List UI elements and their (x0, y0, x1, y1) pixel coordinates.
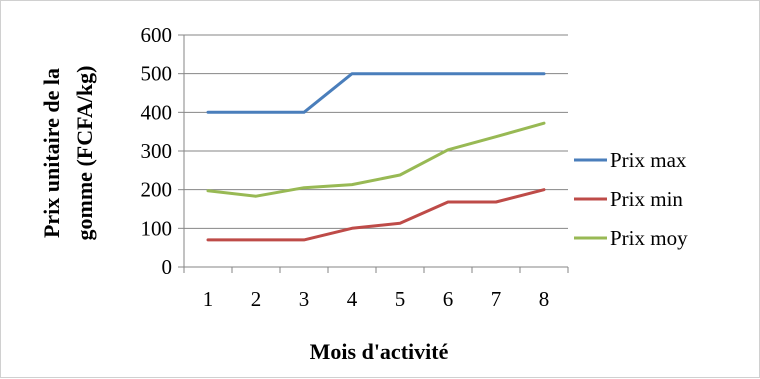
y-tick-label: 200 (141, 178, 173, 202)
legend-label-prix-moy: Prix moy (610, 226, 688, 250)
y-tick-label: 100 (141, 216, 173, 240)
x-tick-label: 1 (203, 287, 214, 311)
y-tick-label: 600 (141, 23, 173, 47)
axes (178, 34, 569, 273)
legend-label-prix-min: Prix min (610, 187, 683, 211)
y-tick-label: 0 (162, 255, 173, 279)
y-axis-label-line-2: gomme (FCFA/kg) (72, 66, 97, 241)
y-axis-label-line-1: Prix unitaire de la (39, 68, 64, 238)
legend-label-prix-max: Prix max (610, 148, 687, 172)
y-tick-label: 300 (141, 139, 173, 163)
x-tick-label: 5 (395, 287, 406, 311)
x-axis-label: Mois d'activité (310, 339, 449, 364)
y-tick-label: 400 (141, 100, 173, 124)
x-tick-label: 8 (539, 287, 550, 311)
x-tick-label: 7 (491, 287, 502, 311)
series-line-prix-moy (206, 121, 546, 198)
x-tick-label: 2 (251, 287, 262, 311)
x-tick-label: 3 (299, 287, 310, 311)
legend: Prix max Prix min Prix moy (574, 148, 688, 250)
series-lines (206, 72, 546, 242)
y-tick-label: 500 (141, 62, 173, 86)
x-tick-label: 4 (347, 287, 358, 311)
series-line-prix-max (206, 72, 546, 114)
tick-labels: 0 100 200 300 400 500 600 1 2 3 4 5 6 7 8 (141, 23, 550, 311)
x-tick-label: 6 (443, 287, 454, 311)
series-line-prix-min (206, 188, 546, 242)
